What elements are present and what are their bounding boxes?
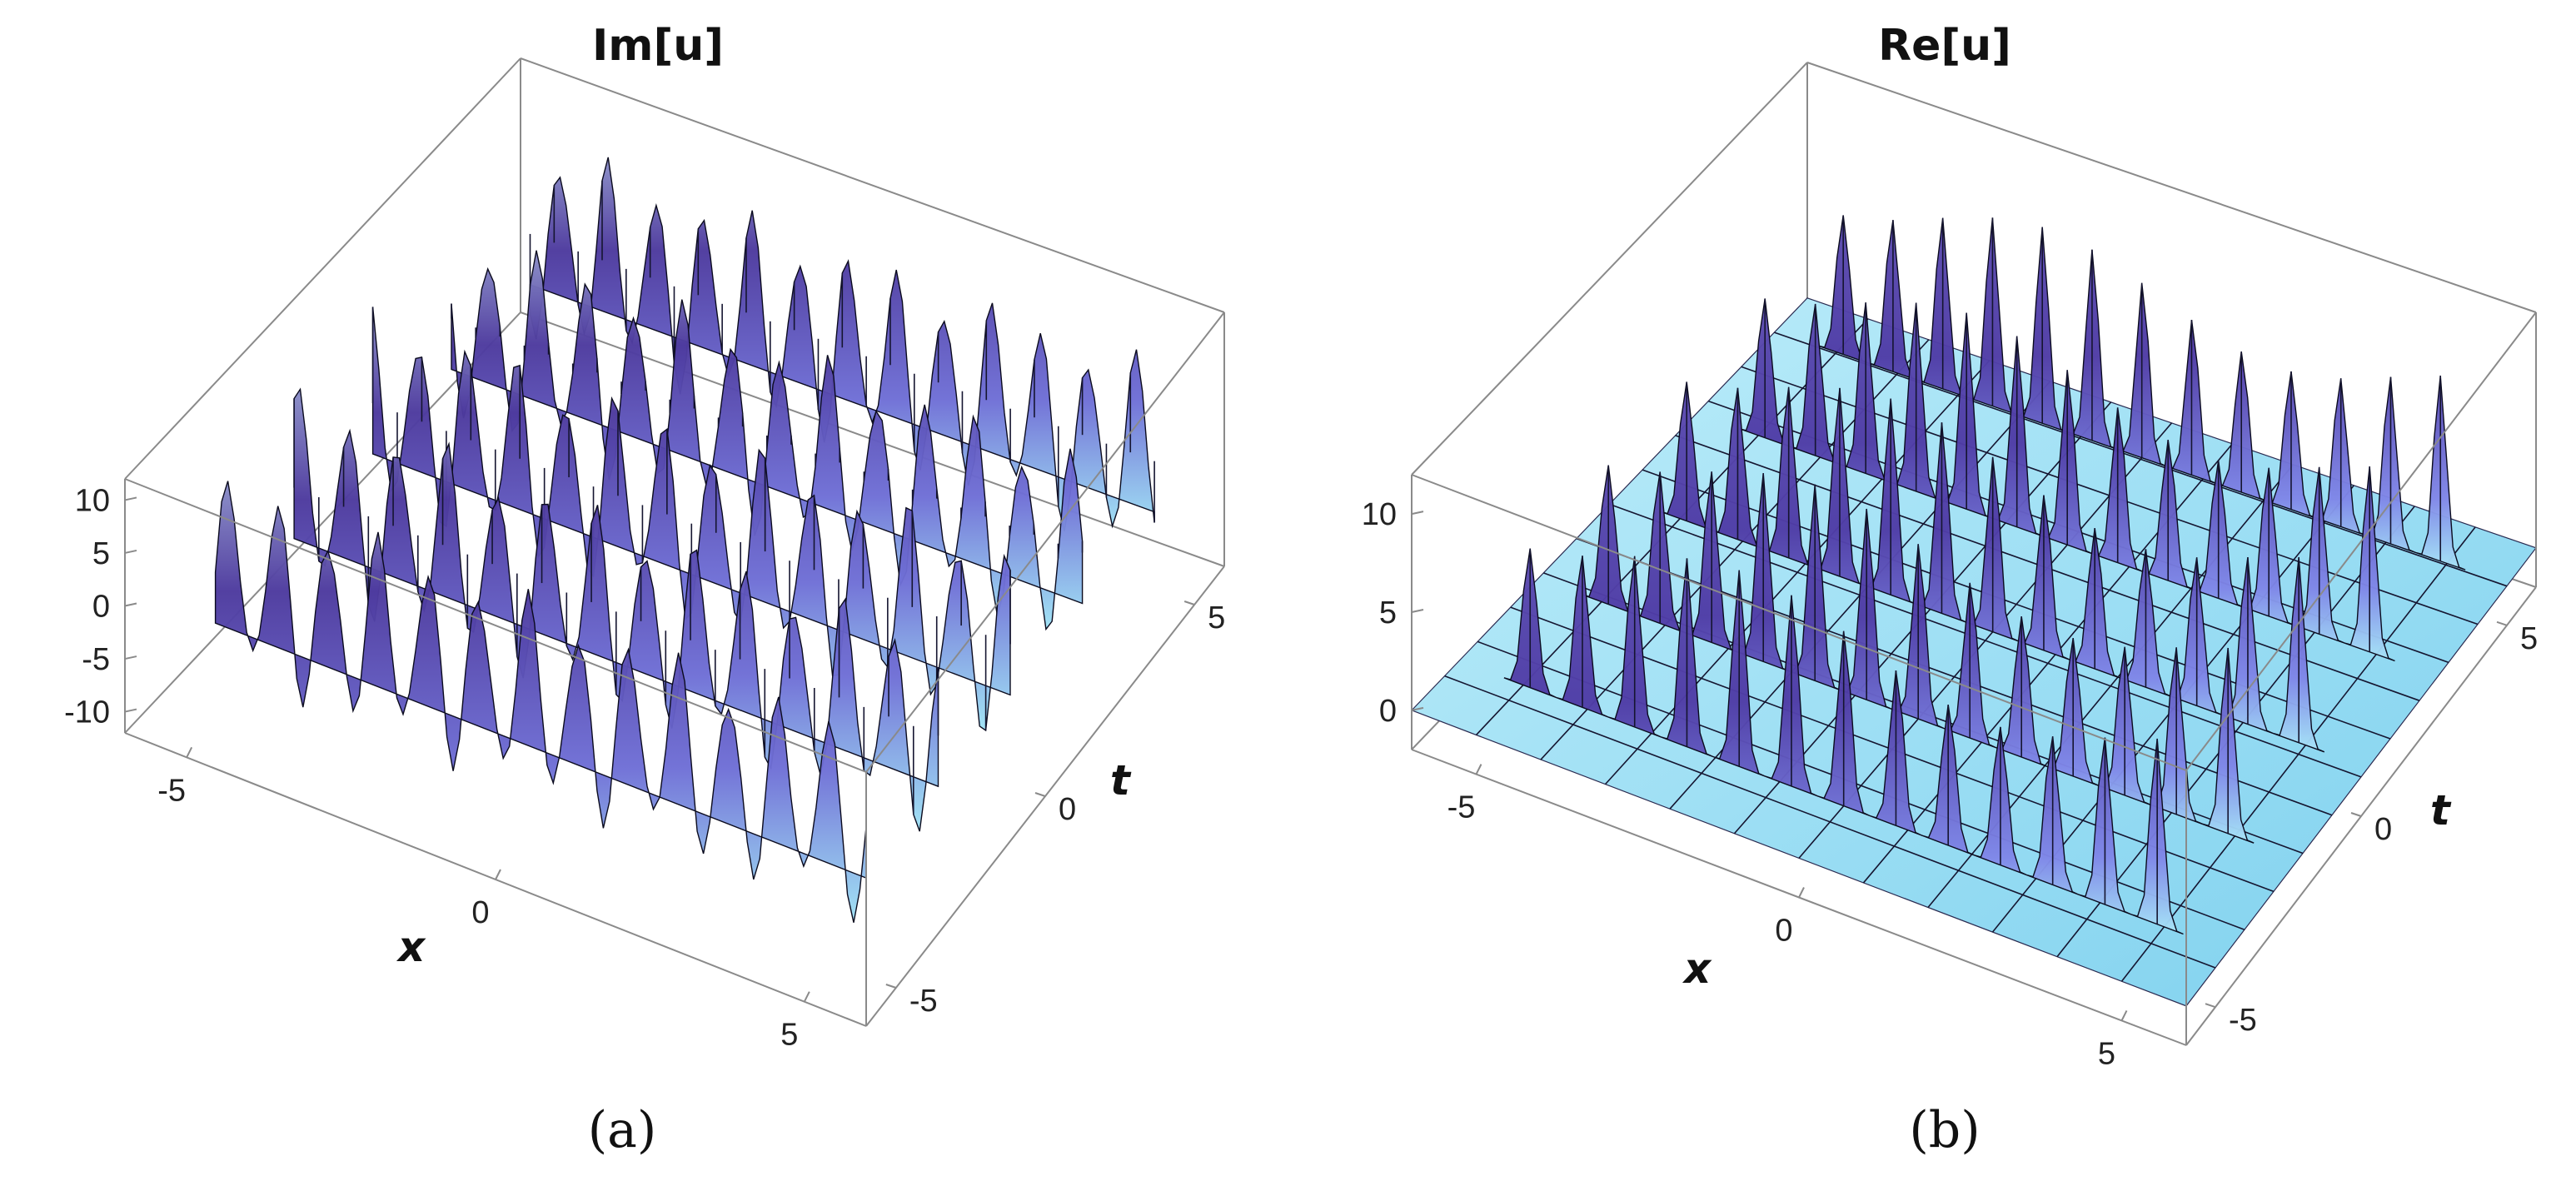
panel-a-surface — [214, 157, 1155, 923]
z-tick-label: 0 — [1379, 694, 1397, 729]
panel-a-title: Im[u] — [592, 21, 724, 71]
box-edge — [124, 478, 867, 773]
x-tick-mark — [803, 991, 810, 1003]
x-tick-mark — [186, 746, 193, 758]
z-tick-mark — [124, 655, 137, 660]
t-tick-label: 5 — [2520, 621, 2538, 656]
t-tick-mark — [2350, 812, 2362, 817]
x-tick-label: -5 — [157, 773, 186, 808]
z-tick-label: 5 — [1379, 595, 1397, 630]
panel-b-title: Re[u] — [1878, 21, 2011, 71]
box-edge — [124, 57, 521, 480]
x-tick-label: 5 — [2098, 1036, 2115, 1071]
x-tick-mark — [1475, 764, 1482, 775]
box-edge — [520, 57, 1225, 313]
z-tick-label: 10 — [75, 483, 110, 518]
panel-b-x-ticks: -5 0 5 — [1447, 764, 2128, 1071]
panel-b-surface — [1410, 215, 2537, 1007]
box-edge — [1806, 62, 2537, 313]
panel-b-z-ticks: 10 5 0 — [1362, 497, 1424, 729]
panel-a-z-ticks: 10 5 0 -5 -10 — [64, 483, 137, 730]
panel-a: Im[u] 10 5 0 -5 -10 -5 0 5 -5 0 5 x t (a) — [64, 21, 1225, 1159]
z-tick-mark — [124, 496, 137, 501]
z-tick-mark — [1411, 609, 1424, 613]
box-edge — [2185, 311, 2537, 771]
surface-ridge-row — [214, 481, 867, 923]
panel-a-t-axis-label: t — [1110, 756, 1132, 805]
t-tick-mark — [1183, 600, 1195, 605]
box-edge — [1411, 62, 1808, 476]
floor-mesh-line — [2120, 526, 2476, 982]
z-tick-label: -10 — [64, 695, 110, 730]
panel-a-x-axis-label: x — [396, 923, 426, 971]
z-tick-mark — [124, 549, 137, 554]
panel-a-caption: (a) — [588, 1101, 657, 1159]
panel-b-caption: (b) — [1909, 1101, 1980, 1159]
floor-mesh-line — [1774, 331, 2508, 587]
panel-b-t-ticks: -5 0 5 — [2205, 621, 2538, 1038]
z-tick-label: 5 — [92, 536, 110, 571]
z-tick-label: -5 — [82, 642, 110, 677]
t-tick-mark — [2205, 1003, 2216, 1009]
box-edge — [1411, 474, 2187, 771]
t-tick-label: 5 — [1208, 600, 1225, 635]
surface-ridge-row — [451, 250, 1084, 631]
t-tick-label: -5 — [2229, 1003, 2257, 1038]
box-edge — [865, 311, 1225, 773]
x-tick-mark — [495, 869, 501, 880]
z-tick-mark — [1411, 706, 1424, 711]
t-tick-mark — [885, 984, 897, 989]
x-tick-mark — [2120, 1009, 2128, 1021]
panel-b: Re[u] 10 5 0 -5 0 5 -5 0 5 x t (b) — [1362, 21, 2538, 1159]
x-tick-mark — [1798, 887, 1805, 898]
t-tick-label: 0 — [1059, 792, 1076, 827]
t-tick-mark — [2496, 620, 2508, 626]
panel-b-t-axis-label: t — [2430, 786, 2452, 835]
z-tick-mark — [124, 602, 137, 607]
panel-a-t-ticks: -5 0 5 — [885, 600, 1225, 1019]
t-tick-label: 0 — [2374, 812, 2392, 847]
x-tick-label: 0 — [1775, 914, 1792, 949]
panel-b-x-axis-label: x — [1682, 944, 1712, 993]
z-tick-mark — [124, 708, 137, 713]
panel-a-x-ticks: -5 0 5 — [157, 746, 810, 1053]
x-tick-label: 5 — [780, 1018, 798, 1053]
z-tick-label: 10 — [1362, 497, 1397, 532]
box-edge — [124, 311, 521, 734]
t-tick-label: -5 — [909, 984, 938, 1019]
z-tick-mark — [1411, 511, 1424, 516]
x-tick-label: 0 — [471, 895, 489, 930]
x-tick-label: -5 — [1447, 790, 1476, 825]
z-tick-label: 0 — [92, 590, 110, 625]
panel-a-box-front — [124, 311, 1225, 1027]
t-tick-mark — [1034, 792, 1046, 797]
